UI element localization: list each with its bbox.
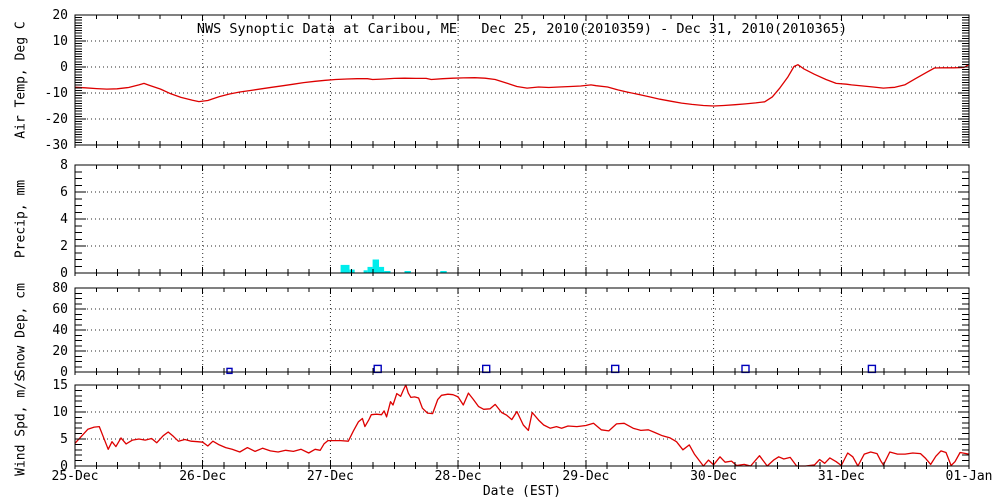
y-tick-label: 8 [60,158,68,173]
y-tick-label: -20 [45,112,68,127]
y-tick-label: 0 [60,60,68,75]
precip-bar [340,264,350,273]
panel-border [74,384,970,467]
snow-marker [611,364,620,374]
x-tick-label: 30-Dec [690,469,737,484]
y-tick-label: 5 [60,432,68,447]
y-axis-title-wind-speed: Wind Spd, m/s [13,374,29,476]
y-tick-label: 2 [60,239,68,254]
precip-bar [367,266,373,273]
y-tick-label: 10 [52,405,68,420]
precip-bar [440,271,447,273]
x-tick-label: 26-Dec [179,469,226,484]
snow-marker [867,364,877,374]
panel-border [74,14,970,146]
x-tick-label: 31-Dec [818,469,865,484]
y-tick-label: 60 [52,302,68,317]
y-tick-label: 40 [52,323,68,338]
y-tick-label: 15 [52,378,68,393]
snow-marker [226,367,233,375]
x-tick-label: 01-Jan [946,469,993,484]
snow-marker [741,364,750,374]
wind-speed-trace [74,384,970,467]
panel-border [74,287,970,373]
panel-air-temp: -30 -20 -10 0 10 20 [45,8,970,153]
precip-bar [372,259,379,273]
panel-snow-depth: 0 20 40 60 80 [52,281,970,380]
precip-bar [384,271,391,273]
y-tick-label: 0 [60,365,68,380]
air-temp-trace [74,63,970,107]
y-axis-title-precip: Precip, mm [13,179,29,259]
precip-bar [363,270,368,273]
x-axis-title: Date (EST) [482,484,562,499]
y-tick-label: 4 [60,212,68,227]
x-tick-label: 29-Dec [562,469,609,484]
panel-precip: 0 2 4 6 8 [60,158,970,281]
x-tick-label: 25-Dec [52,469,99,484]
panel-wind-speed: 0 5 10 15 [52,378,970,474]
x-tick-label: 27-Dec [307,469,354,484]
y-axis-title-air-temp: Air Temp, Deg C [13,21,29,139]
y-axis-title-snow-depth: Snow Dep, cm [13,283,29,377]
precip-bar [379,266,385,273]
snow-marker [482,364,491,374]
x-tick-label: 28-Dec [435,469,482,484]
y-tick-label: 20 [52,344,68,359]
y-tick-label: 0 [60,266,68,281]
y-tick-label: 20 [52,8,68,23]
panel-border [74,164,970,274]
y-tick-label: 80 [52,281,68,296]
y-tick-label: -10 [45,86,68,101]
chart-title: NWS Synoptic Data at Caribou, ME Dec 25,… [196,21,848,37]
y-tick-label: 6 [60,185,68,200]
y-tick-label: 0 [60,459,68,474]
snow-marker [373,364,382,374]
y-tick-label: 10 [52,34,68,49]
precip-bar [404,271,411,273]
y-tick-label: -30 [45,138,68,153]
